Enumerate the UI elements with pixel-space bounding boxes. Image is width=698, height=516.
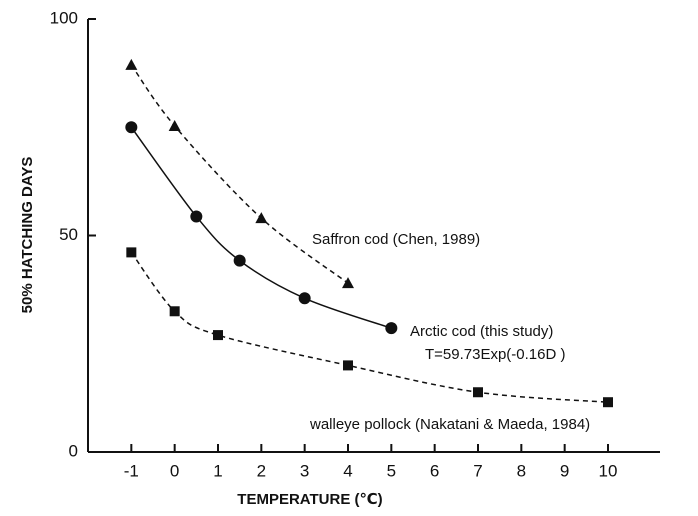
x-tick-label: -1 <box>124 461 139 480</box>
square-marker <box>343 360 353 371</box>
series-label: Arctic cod (this study) <box>410 323 553 340</box>
x-tick-label: 8 <box>517 461 526 480</box>
series-line <box>130 126 392 329</box>
y-tick-label: 0 <box>69 441 78 460</box>
triangle-marker <box>255 212 268 224</box>
formula-annotation: T=59.73Exp(-0.16D ) <box>425 346 566 363</box>
series-label: walleye pollock (Nakatani & Maeda, 1984) <box>309 416 590 433</box>
circle-marker <box>190 210 203 223</box>
triangle-marker <box>125 58 138 70</box>
y-tick-label: 100 <box>50 8 78 27</box>
circle-marker <box>125 121 138 134</box>
circle-marker <box>233 254 246 267</box>
series-line <box>130 64 349 284</box>
x-tick-label: 7 <box>473 461 482 480</box>
x-tick-label: 6 <box>430 461 439 480</box>
square-marker <box>473 387 483 398</box>
x-tick-label: 3 <box>300 461 309 480</box>
x-tick-label: 0 <box>170 461 179 480</box>
square-marker <box>126 247 137 258</box>
x-tick-label: 4 <box>343 461 352 480</box>
circle-marker <box>385 322 398 335</box>
x-tick-label: 1 <box>213 461 222 480</box>
x-tick-label: 5 <box>387 461 396 480</box>
series-label: Saffron cod (Chen, 1989) <box>312 231 480 248</box>
square-marker <box>213 330 223 341</box>
triangle-marker <box>168 119 181 131</box>
square-marker <box>169 306 180 317</box>
x-tick-label: 9 <box>560 461 569 480</box>
triangle-marker <box>342 277 354 289</box>
circle-marker <box>298 292 311 305</box>
square-marker <box>603 397 613 408</box>
x-tick-label: 10 <box>599 461 618 480</box>
x-axis-title: TEMPERATURE (℃) <box>237 491 382 508</box>
y-tick-label: 50 <box>59 225 78 244</box>
x-tick-label: 2 <box>257 461 266 480</box>
y-axis-title: 50% HATCHING DAYS <box>19 157 36 314</box>
